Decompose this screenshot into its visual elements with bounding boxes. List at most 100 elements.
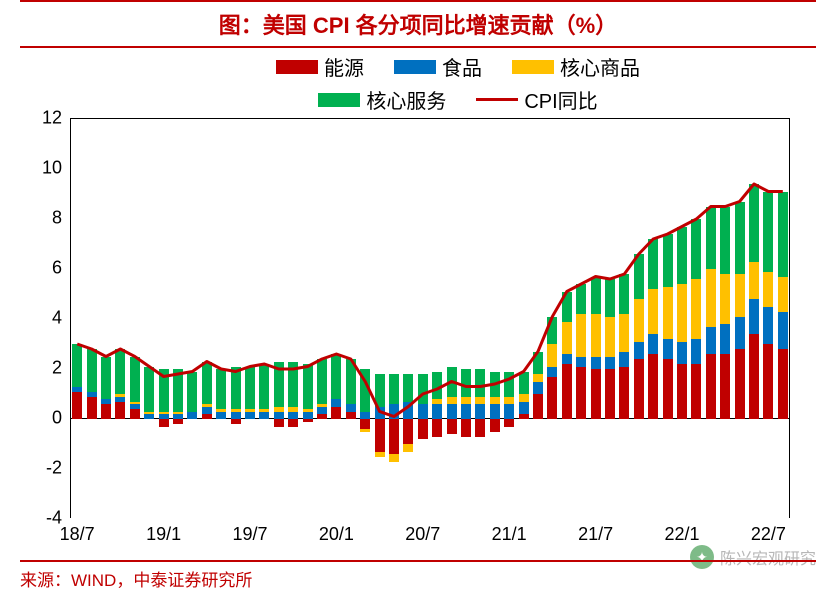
bar-seg-energy xyxy=(87,397,97,420)
bar-seg-coregoods xyxy=(763,272,773,307)
bar-group xyxy=(101,119,111,519)
bar-group xyxy=(562,119,572,519)
bar-seg-food xyxy=(216,412,226,420)
bar-seg-energy xyxy=(101,404,111,419)
bar-seg-coregoods xyxy=(562,322,572,355)
bar-seg-coregoods xyxy=(173,412,183,415)
legend-swatch-food xyxy=(394,60,436,74)
bar-seg-food xyxy=(763,307,773,345)
bar-seg-energy xyxy=(346,412,356,420)
bar-seg-coresvc xyxy=(331,354,341,399)
bar-seg-coregoods xyxy=(403,444,413,452)
bar-seg-food xyxy=(418,404,428,419)
bar-group xyxy=(389,119,399,519)
bar-seg-food xyxy=(461,404,471,419)
bar-group xyxy=(663,119,673,519)
y-tick: 4 xyxy=(52,308,62,329)
bar-seg-coregoods xyxy=(288,407,298,412)
legend-swatch-coregoods xyxy=(512,60,554,74)
bar-group xyxy=(144,119,154,519)
bar-seg-food xyxy=(576,357,586,367)
bar-seg-food xyxy=(288,412,298,420)
bar-seg-coresvc xyxy=(619,274,629,314)
bar-seg-food xyxy=(259,412,269,420)
bar-seg-coresvc xyxy=(389,374,399,404)
bar-group xyxy=(274,119,284,519)
bar-group xyxy=(360,119,370,519)
bar-seg-food xyxy=(274,412,284,420)
bar-seg-coresvc xyxy=(202,362,212,405)
bar-seg-food xyxy=(187,412,197,420)
bar-group xyxy=(634,119,644,519)
bar-seg-coresvc xyxy=(403,374,413,402)
bar-seg-coresvc xyxy=(763,192,773,272)
y-tick: 10 xyxy=(42,158,62,179)
bar-seg-coresvc xyxy=(547,317,557,345)
bar-seg-coresvc xyxy=(504,372,514,397)
bar-seg-coregoods xyxy=(461,397,471,405)
bar-seg-food xyxy=(72,387,82,392)
bar-seg-coresvc xyxy=(274,362,284,407)
bar-seg-coresvc xyxy=(418,374,428,404)
bar-group xyxy=(735,119,745,519)
bar-seg-food xyxy=(87,392,97,397)
bar-seg-food xyxy=(144,414,154,419)
bar-seg-coregoods xyxy=(677,284,687,342)
bar-group xyxy=(763,119,773,519)
bar-seg-coregoods xyxy=(490,397,500,405)
bar-seg-coregoods xyxy=(605,317,615,357)
bar-seg-food xyxy=(346,404,356,412)
bar-seg-food xyxy=(360,412,370,420)
bar-seg-coregoods xyxy=(576,314,586,357)
bar-group xyxy=(159,119,169,519)
bar-seg-coregoods xyxy=(720,274,730,324)
bar-group xyxy=(677,119,687,519)
bar-group xyxy=(288,119,298,519)
bar-seg-coregoods xyxy=(115,394,125,397)
bar-seg-coregoods xyxy=(591,314,601,357)
bar-group xyxy=(375,119,385,519)
legend-coregoods: 核心商品 xyxy=(512,52,640,81)
bar-seg-coresvc xyxy=(245,367,255,410)
bar-seg-food xyxy=(173,414,183,419)
bar-seg-food xyxy=(691,339,701,364)
bar-seg-energy xyxy=(591,369,601,419)
bar-group xyxy=(216,119,226,519)
bar-seg-energy xyxy=(303,419,313,422)
stacked-bars xyxy=(70,119,789,518)
bar-group xyxy=(504,119,514,519)
bar-group xyxy=(648,119,658,519)
bar-seg-food xyxy=(648,334,658,354)
bar-seg-coresvc xyxy=(663,234,673,287)
bar-seg-coregoods xyxy=(619,314,629,352)
bar-seg-coregoods xyxy=(749,262,759,300)
bar-seg-coresvc xyxy=(216,369,226,409)
bar-group xyxy=(115,119,125,519)
bar-seg-coregoods xyxy=(432,399,442,404)
bar-seg-coresvc xyxy=(303,364,313,409)
bar-seg-food xyxy=(778,312,788,350)
source-text: 来源：WIND，中泰证券研究所 xyxy=(20,571,252,590)
x-tick: 20/1 xyxy=(319,524,354,545)
bar-seg-energy xyxy=(331,407,341,420)
bar-seg-coresvc xyxy=(144,367,154,412)
bar-group xyxy=(259,119,269,519)
y-tick: 6 xyxy=(52,258,62,279)
bar-seg-coregoods xyxy=(447,397,457,405)
bar-seg-energy xyxy=(159,419,169,427)
bar-seg-coregoods xyxy=(231,409,241,412)
bar-seg-coresvc xyxy=(87,349,97,392)
bar-group xyxy=(403,119,413,519)
bar-group xyxy=(173,119,183,519)
bar-seg-energy xyxy=(605,369,615,419)
bar-seg-coresvc xyxy=(115,349,125,394)
y-tick: 0 xyxy=(52,408,62,429)
bar-seg-coresvc xyxy=(259,364,269,409)
bar-seg-coregoods xyxy=(648,289,658,334)
bar-seg-energy xyxy=(288,419,298,427)
bar-seg-energy xyxy=(375,419,385,452)
bar-seg-energy xyxy=(231,419,241,424)
bar-seg-energy xyxy=(562,364,572,419)
bar-seg-coregoods xyxy=(706,269,716,327)
x-tick: 22/1 xyxy=(664,524,699,545)
